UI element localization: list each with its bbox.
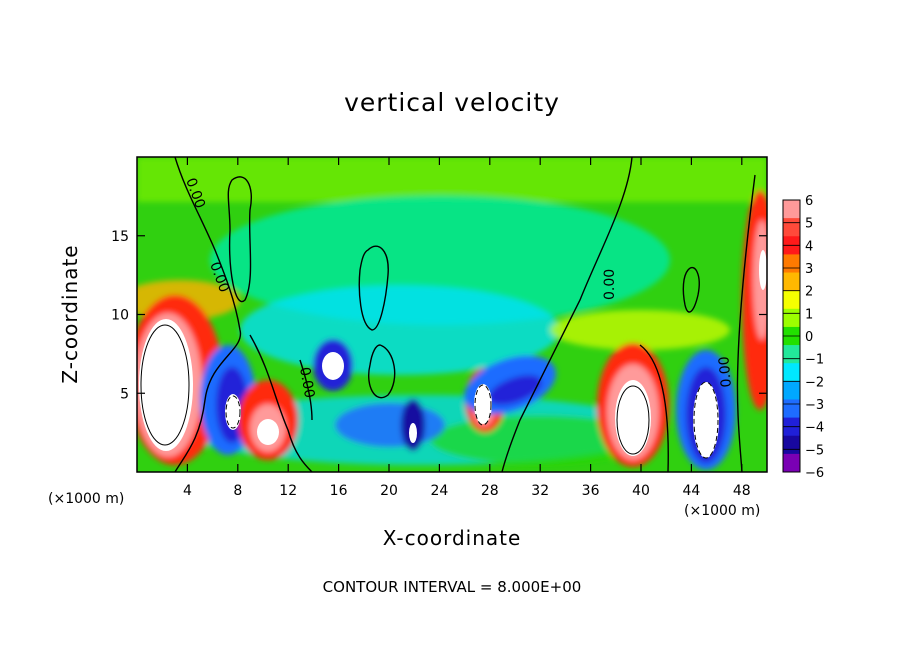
colorbar-label: 6 bbox=[805, 194, 813, 209]
y-tick-label: 5 bbox=[120, 386, 129, 402]
colorbar-label: 3 bbox=[805, 262, 813, 277]
contour-label: 0.00 bbox=[602, 269, 618, 300]
x-tick-label: 32 bbox=[531, 483, 549, 499]
colorbar-label: −6 bbox=[805, 466, 824, 481]
x-axis: 4 8 12 16 20 24 28 32 36 40 44 48 bbox=[183, 157, 751, 499]
colorbar-label: −1 bbox=[805, 353, 824, 368]
x-tick-label: 28 bbox=[481, 483, 499, 499]
colorbar-label: 1 bbox=[805, 307, 813, 322]
x-axis-unit-left: (×1000 m) bbox=[48, 491, 125, 507]
colorbar-swatch bbox=[783, 345, 800, 364]
contour-label: 0.00 bbox=[716, 356, 735, 388]
contour-label: 0.00 bbox=[296, 366, 317, 399]
colorbar-swatch bbox=[783, 218, 800, 237]
colorbar-swatch bbox=[783, 363, 800, 382]
x-axis-label: X-coordinate bbox=[382, 526, 522, 550]
x-tick-label: 24 bbox=[430, 483, 448, 499]
x-tick-label: 44 bbox=[682, 483, 700, 499]
colorbar-swatch bbox=[783, 308, 800, 328]
y-tick-label: 15 bbox=[111, 229, 129, 245]
colorbar-swatch bbox=[783, 254, 800, 274]
x-tick-label: 20 bbox=[380, 483, 398, 499]
colorbar-label: 4 bbox=[805, 239, 813, 254]
velocity-field: 0.00 0.00 0.00 0.00 0.00 bbox=[137, 157, 767, 472]
x-tick-label: 8 bbox=[233, 483, 242, 499]
colorbar-swatch bbox=[783, 399, 800, 419]
colorbar-label: −2 bbox=[805, 375, 824, 390]
x-tick-label: 36 bbox=[582, 483, 600, 499]
y-axis: 5 10 15 bbox=[111, 229, 767, 402]
y-axis-label: Z-coordinate bbox=[58, 244, 82, 384]
colorbar-swatch bbox=[783, 435, 800, 455]
colorbar-swatch bbox=[783, 200, 800, 219]
x-tick-label: 16 bbox=[330, 483, 348, 499]
chart-title: vertical velocity bbox=[344, 88, 560, 117]
colorbar-label: −3 bbox=[805, 398, 824, 413]
colorbar-swatch bbox=[783, 272, 800, 292]
colorbar-swatch bbox=[783, 381, 800, 400]
colorbar-label: 0 bbox=[805, 330, 813, 345]
colorbar-label: 5 bbox=[805, 217, 813, 232]
y-tick-label: 10 bbox=[111, 308, 129, 324]
colorbar-label: −4 bbox=[805, 421, 824, 436]
colorbar-swatch bbox=[783, 453, 800, 473]
x-tick-label: 4 bbox=[183, 483, 192, 499]
colorbar-label: 2 bbox=[805, 285, 813, 300]
x-axis-unit-right: (×1000 m) bbox=[684, 503, 761, 519]
contour-interval-note: CONTOUR INTERVAL = 8.000E+00 bbox=[322, 578, 582, 596]
x-tick-label: 40 bbox=[632, 483, 650, 499]
x-tick-label: 48 bbox=[733, 483, 751, 499]
x-tick-label: 12 bbox=[279, 483, 297, 499]
colorbar: 6 5 4 3 2 1 0 −1 −2 −3 −4 −5 −6 bbox=[782, 194, 824, 481]
colorbar-label: −5 bbox=[805, 443, 824, 458]
colorbar-swatch bbox=[783, 290, 800, 310]
